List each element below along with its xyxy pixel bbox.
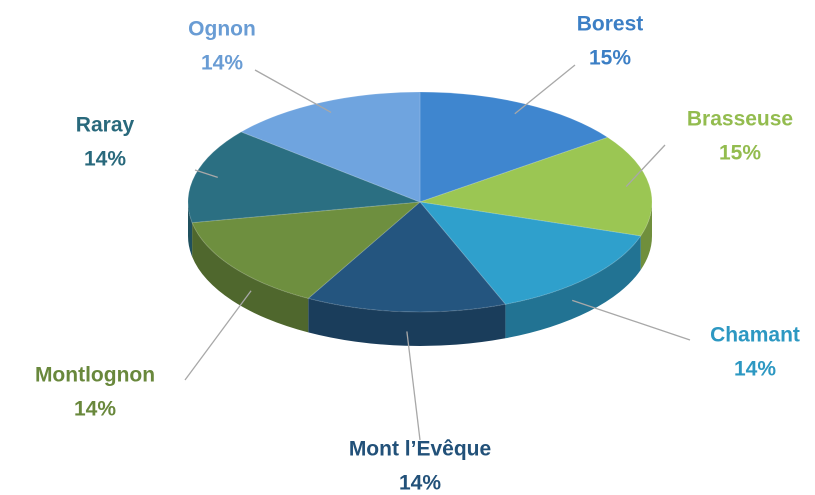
slice-label: Mont l’Evêque	[349, 438, 491, 461]
slice	[191, 201, 422, 299]
slice-value-label: 14%	[84, 148, 126, 171]
leader-line	[406, 331, 421, 441]
leader-line	[625, 144, 666, 187]
leader-line	[572, 299, 691, 341]
slice-value-label: 14%	[201, 52, 243, 75]
slice	[418, 201, 642, 305]
slice	[240, 91, 421, 203]
leader-line	[514, 64, 576, 115]
slice	[419, 136, 653, 237]
slice-side	[640, 202, 652, 270]
slice-label: Ognon	[188, 18, 256, 41]
leader-line	[194, 169, 218, 178]
slice-value-label: 15%	[589, 47, 631, 70]
slice-side	[505, 235, 641, 339]
leader-line	[254, 69, 332, 113]
leader-line	[184, 290, 252, 381]
slice-label: Montlognon	[35, 364, 155, 387]
slice	[187, 131, 421, 224]
slice	[419, 91, 609, 203]
slice-label: Chamant	[710, 324, 800, 347]
slice-value-label: 15%	[719, 142, 761, 165]
slice-side	[188, 202, 193, 257]
slice-side	[192, 222, 309, 333]
slice-value-label: 14%	[734, 358, 776, 381]
slice-value-label: 14%	[74, 398, 116, 421]
slice	[307, 201, 507, 313]
slice-label: Brasseuse	[687, 108, 793, 131]
slice-label: Raray	[76, 114, 135, 137]
slice-value-label: 14%	[399, 472, 441, 495]
slice-label: Borest	[577, 13, 644, 36]
slice-side	[308, 298, 506, 346]
